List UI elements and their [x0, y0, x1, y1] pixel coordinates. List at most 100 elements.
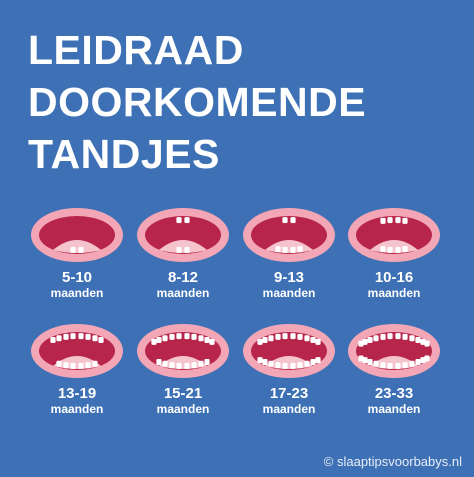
lower-tooth: [78, 362, 84, 369]
upper-tooth: [176, 333, 182, 340]
upper-tooth: [198, 335, 204, 342]
mouth-illustration: [243, 208, 335, 262]
stage-unit: maanden: [50, 286, 104, 300]
upper-tooth: [176, 217, 182, 224]
lower-tooth: [290, 246, 296, 253]
mouth-illustration: [137, 208, 229, 262]
lower-tooth: [169, 362, 175, 369]
lower-tooth: [424, 355, 430, 362]
upper-tooth: [315, 338, 321, 345]
mouth-illustration: [31, 208, 123, 262]
lower-tooth: [198, 360, 204, 367]
lower-tooth: [282, 246, 288, 253]
stage-age: 23-33: [374, 385, 414, 402]
upper-tooth: [268, 335, 274, 342]
upper-tooth: [169, 333, 175, 340]
lower-tooth: [70, 362, 76, 369]
upper-tooth: [387, 333, 393, 340]
upper-tooth: [395, 333, 401, 340]
mouth-illustration: [243, 324, 335, 378]
lower-tooth: [362, 357, 368, 364]
mouth-opening: [145, 216, 221, 254]
upper-tooth: [184, 333, 190, 340]
upper-tooth: [209, 338, 215, 345]
stage-card: 5-10 maanden: [27, 206, 127, 300]
mouth-illustration: [348, 208, 440, 262]
tongue: [159, 240, 207, 253]
upper-tooth: [358, 340, 364, 347]
mouth-opening: [145, 332, 221, 370]
lower-tooth: [367, 359, 373, 365]
stage-unit: maanden: [262, 402, 316, 416]
lower-tooth: [275, 246, 281, 253]
stage-card: 13-19 maanden: [27, 322, 127, 416]
page-title: LEIDRAAD DOORKOMENDE TANDJES: [28, 24, 366, 180]
lower-tooth: [409, 360, 415, 367]
lower-tooth: [85, 362, 91, 369]
stage-card: 9-13 maanden: [239, 206, 339, 300]
upper-tooth: [304, 335, 310, 342]
stage-age: 15-21: [163, 385, 203, 402]
mouth-illustration: [137, 324, 229, 378]
mouth-opening: [356, 332, 432, 370]
upper-tooth: [56, 335, 62, 342]
lower-tooth: [395, 362, 401, 369]
upper-tooth: [282, 333, 288, 340]
upper-tooth: [297, 333, 303, 340]
title-line-2: DOORKOMENDE: [28, 79, 367, 125]
title-line-1: LEIDRAAD: [28, 27, 244, 73]
upper-tooth: [98, 337, 104, 343]
lower-tooth: [395, 246, 401, 253]
lower-tooth: [56, 360, 62, 367]
upper-tooth: [424, 340, 430, 347]
stage-age: 9-13: [273, 269, 305, 286]
upper-tooth: [380, 217, 386, 224]
stage-card: 8-12 maanden: [133, 206, 233, 300]
upper-tooth: [420, 338, 426, 345]
stage-card: 10-16 maanden: [344, 206, 444, 300]
lower-tooth: [310, 359, 316, 365]
lower-tooth: [257, 357, 263, 364]
mouth-illustration: [31, 324, 123, 378]
stage-age: 8-12: [167, 269, 199, 286]
stage-card: 23-33 maanden: [344, 322, 444, 416]
stage-age: 5-10: [61, 269, 93, 286]
lower-tooth: [63, 362, 69, 369]
lower-tooth: [387, 362, 393, 369]
upper-tooth: [380, 333, 386, 340]
lower-tooth: [156, 359, 162, 365]
upper-tooth: [151, 338, 157, 345]
upper-tooth: [395, 217, 401, 224]
upper-tooth: [184, 217, 190, 224]
lower-tooth: [358, 355, 364, 362]
mouth-opening: [251, 216, 327, 254]
lower-tooth: [184, 246, 190, 253]
lower-tooth: [297, 246, 303, 253]
lower-tooth: [275, 362, 281, 369]
stage-unit: maanden: [367, 286, 421, 300]
upper-tooth: [78, 333, 84, 340]
mouth-opening: [39, 332, 115, 370]
stage-unit: maanden: [156, 402, 210, 416]
upper-tooth: [409, 335, 415, 342]
lower-tooth: [204, 359, 210, 365]
lower-tooth: [262, 359, 268, 365]
lower-tooth: [304, 360, 310, 367]
upper-tooth: [310, 337, 316, 343]
lower-tooth: [92, 360, 98, 367]
upper-tooth: [63, 333, 69, 340]
lower-tooth: [380, 246, 386, 253]
upper-tooth: [92, 335, 98, 342]
lower-tooth: [380, 362, 386, 369]
copyright-credit: © slaaptipsvoorbabys.nl: [323, 454, 462, 469]
upper-tooth: [373, 335, 379, 342]
upper-tooth: [290, 333, 296, 340]
upper-tooth: [204, 337, 210, 343]
stage-card: 17-23 maanden: [239, 322, 339, 416]
upper-tooth: [290, 217, 296, 224]
stage-unit: maanden: [367, 402, 421, 416]
lower-tooth: [420, 357, 426, 364]
upper-tooth: [275, 333, 281, 340]
